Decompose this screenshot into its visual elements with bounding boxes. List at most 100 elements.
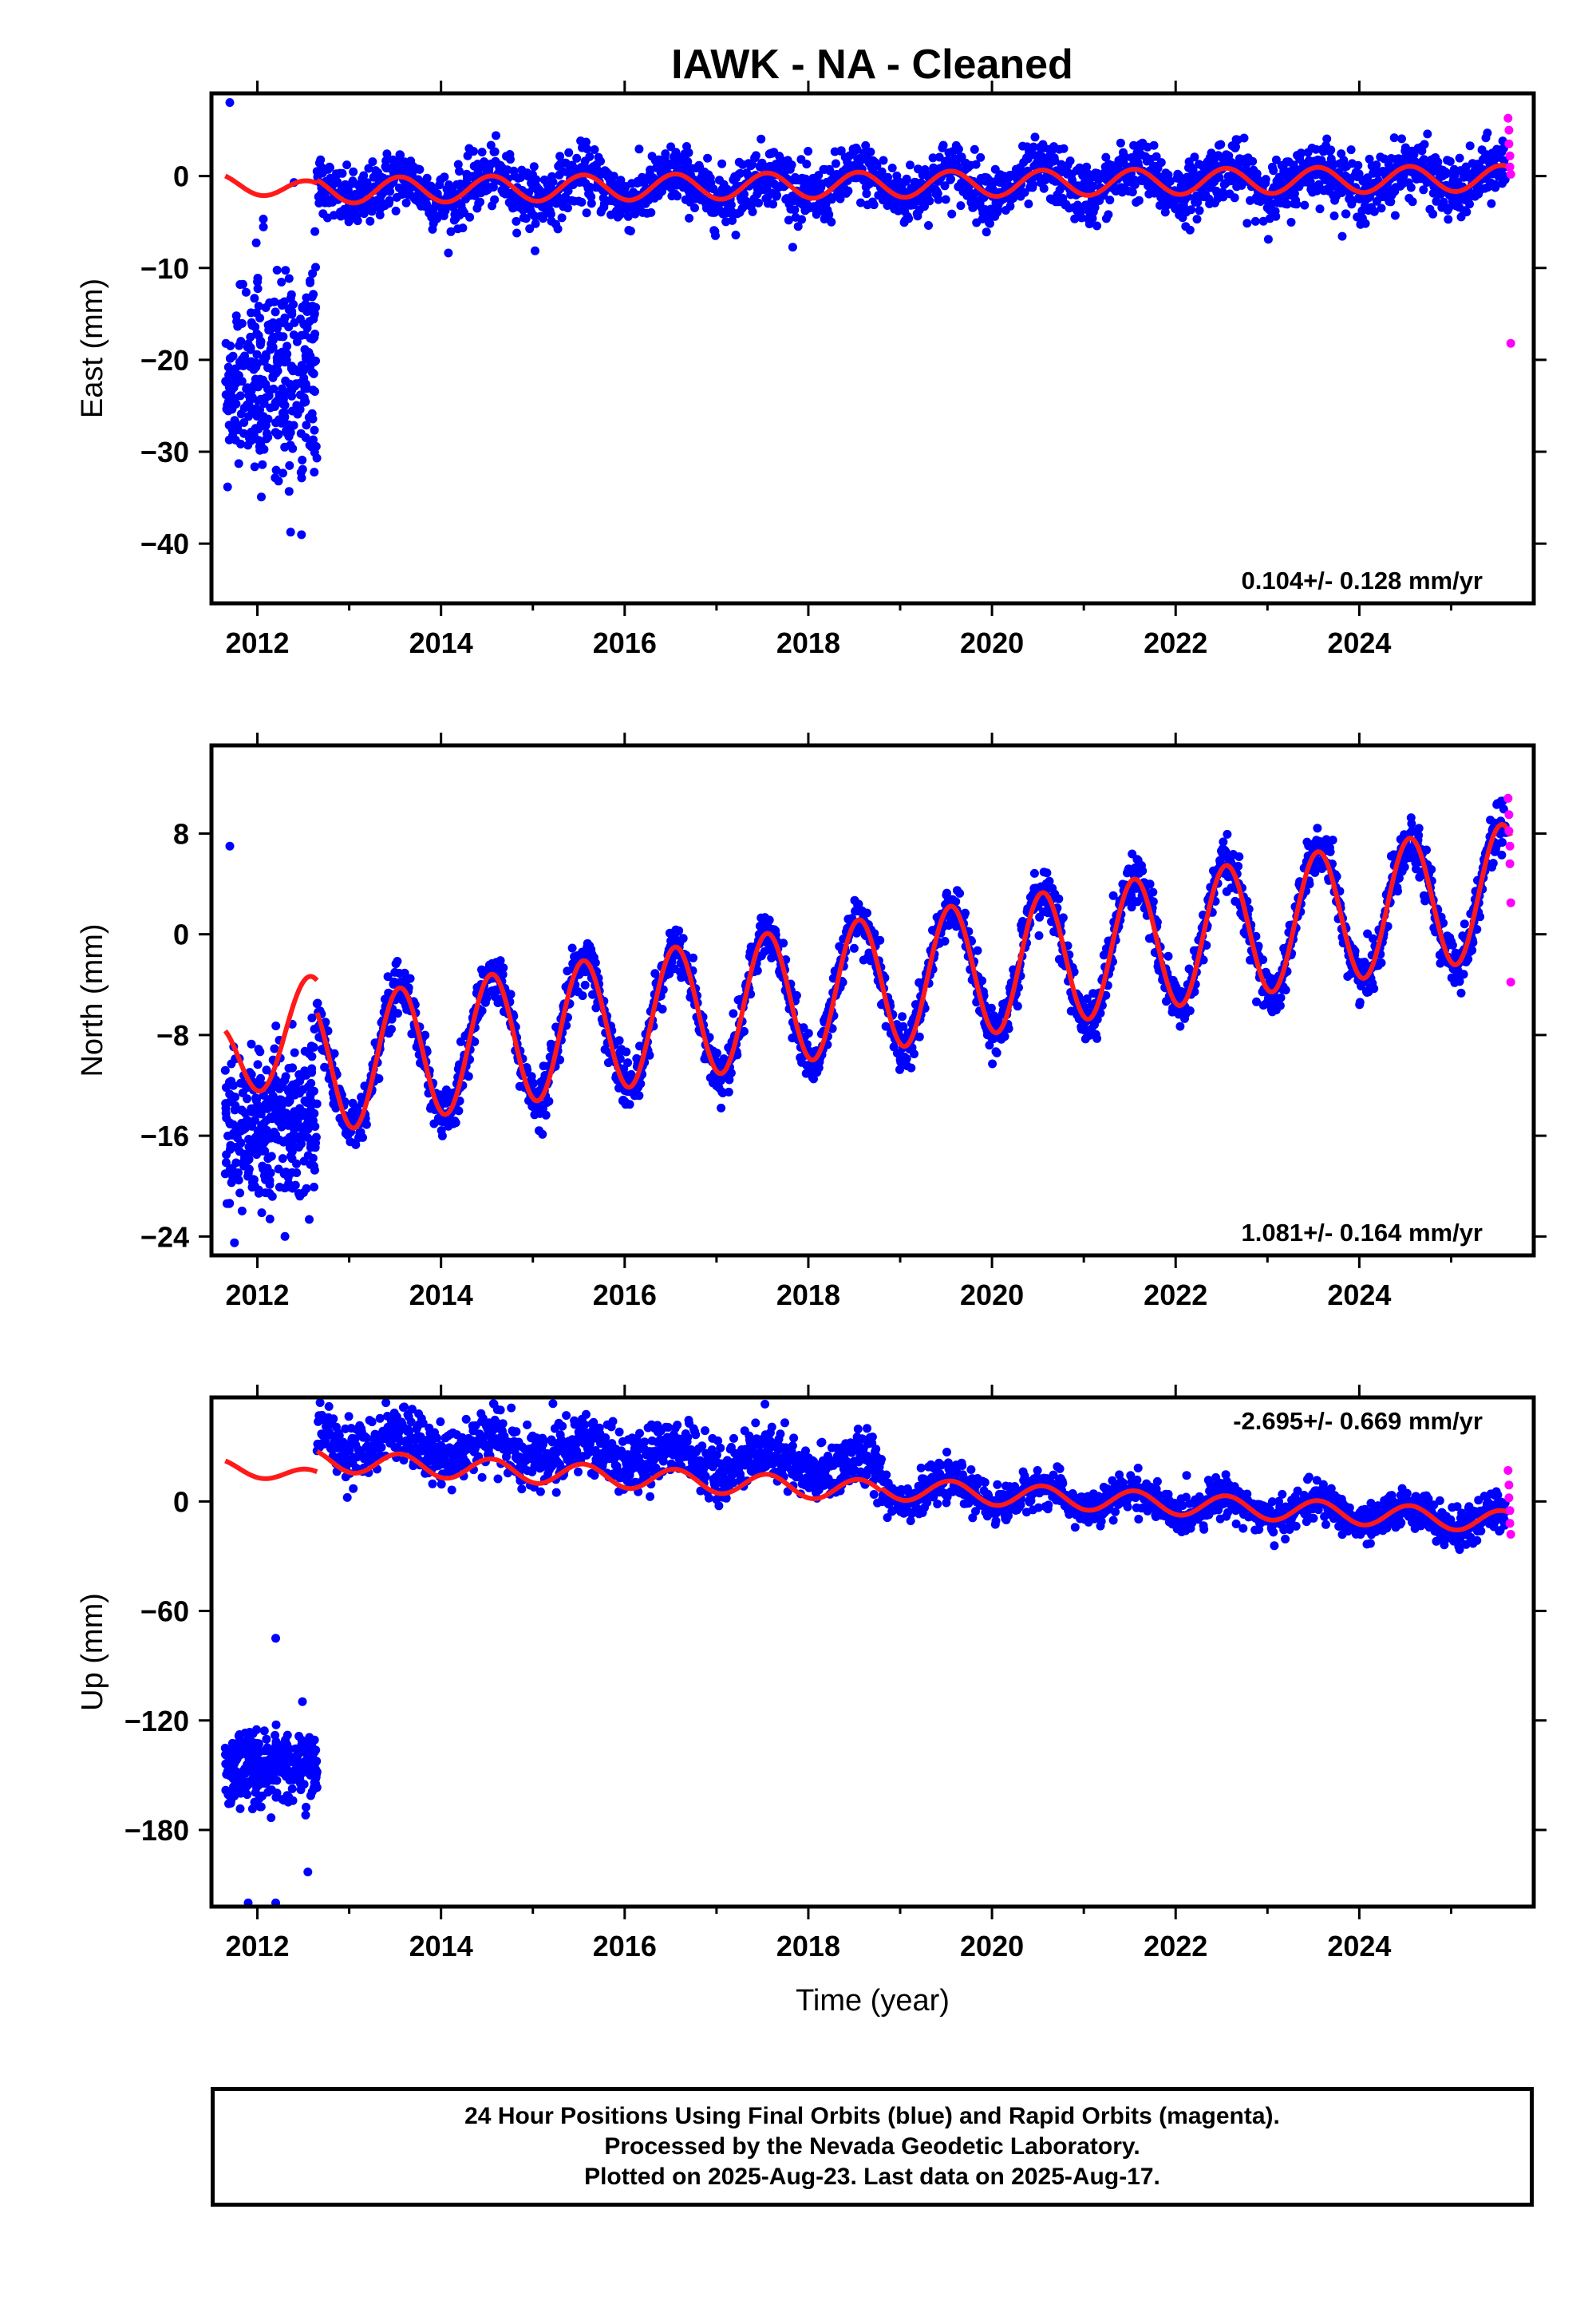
data-point — [764, 915, 774, 925]
data-point — [802, 160, 812, 169]
data-point — [788, 243, 797, 252]
data-point — [1408, 197, 1417, 207]
data-point — [237, 1119, 247, 1128]
data-point — [234, 459, 243, 468]
data-point — [580, 980, 590, 990]
data-point — [236, 337, 246, 346]
data-point — [365, 216, 375, 226]
data-point — [238, 1089, 247, 1097]
data-point — [267, 1152, 276, 1161]
data-point — [1156, 158, 1166, 168]
data-point — [583, 144, 592, 154]
data-point — [220, 1065, 230, 1075]
data-point — [255, 374, 265, 384]
data-point — [269, 332, 279, 342]
data-point — [254, 302, 263, 311]
data-point — [1487, 199, 1496, 208]
data-point — [368, 157, 377, 167]
data-point — [954, 144, 963, 154]
data-point — [1149, 140, 1159, 150]
data-point — [247, 308, 255, 318]
data-point — [531, 246, 539, 255]
data-point — [279, 332, 288, 342]
data-point — [308, 269, 318, 279]
data-point — [879, 156, 888, 165]
data-point — [300, 330, 310, 339]
data-point — [887, 164, 897, 172]
data-point — [284, 487, 294, 496]
figure-title: IAWK - NA - Cleaned — [671, 41, 1073, 88]
data-point — [634, 1091, 644, 1101]
data-point — [299, 1107, 308, 1117]
data-point — [271, 1131, 279, 1140]
data-point — [433, 214, 442, 223]
data-point — [591, 958, 600, 967]
east-y-axis-label: East (mm) — [76, 279, 109, 418]
data-point — [797, 215, 807, 224]
data-point — [248, 1178, 257, 1188]
rapid-point — [1506, 169, 1515, 179]
data-point — [544, 1097, 554, 1106]
data-point — [506, 155, 515, 164]
data-point — [246, 362, 255, 371]
data-point — [288, 444, 298, 453]
data-point — [970, 144, 979, 154]
data-point — [557, 213, 567, 223]
data-point — [302, 421, 311, 430]
data-point — [1465, 141, 1475, 151]
data-point — [295, 390, 305, 400]
data-point — [292, 337, 302, 346]
data-point — [1329, 211, 1339, 220]
data-point — [538, 1129, 547, 1139]
data-point — [831, 159, 840, 168]
data-point — [1004, 1024, 1013, 1034]
data-point — [256, 337, 266, 346]
data-point — [257, 492, 266, 502]
data-point — [310, 227, 320, 236]
outlier-point — [225, 98, 235, 107]
data-point — [309, 435, 318, 445]
data-point — [283, 1086, 293, 1096]
data-point — [1250, 216, 1260, 226]
data-point — [1042, 868, 1052, 878]
data-point — [673, 192, 682, 201]
data-point — [910, 1049, 918, 1059]
data-point — [1145, 879, 1155, 889]
data-point — [287, 1154, 297, 1164]
data-point — [252, 329, 262, 338]
data-point — [220, 1169, 230, 1179]
east-final-orbit-points — [221, 98, 1511, 539]
data-point — [231, 1143, 241, 1152]
data-point — [259, 222, 268, 231]
y-tick-label: −10 — [140, 252, 189, 285]
data-point — [531, 219, 540, 228]
data-point — [1148, 887, 1158, 897]
data-point — [385, 187, 395, 196]
data-point — [596, 156, 605, 166]
data-point — [1187, 205, 1196, 215]
data-point — [302, 321, 312, 330]
data-point — [231, 417, 240, 427]
data-point — [295, 405, 305, 414]
data-point — [982, 227, 991, 237]
data-point — [625, 1100, 634, 1109]
data-point — [1263, 235, 1273, 244]
rapid-point — [1505, 151, 1515, 160]
data-point — [779, 939, 788, 948]
data-point — [477, 148, 487, 157]
data-point — [525, 224, 535, 234]
data-point — [941, 195, 950, 204]
data-point — [255, 445, 265, 455]
data-point — [634, 144, 644, 154]
data-point — [1444, 215, 1453, 224]
data-point — [306, 302, 315, 311]
data-point — [1337, 231, 1347, 241]
data-point — [265, 1099, 275, 1109]
data-point — [1433, 157, 1443, 167]
data-point — [271, 473, 280, 483]
data-point — [1195, 206, 1204, 215]
data-point — [250, 294, 259, 303]
data-point — [308, 1153, 318, 1163]
data-point — [1034, 931, 1044, 940]
data-point — [1428, 209, 1438, 219]
